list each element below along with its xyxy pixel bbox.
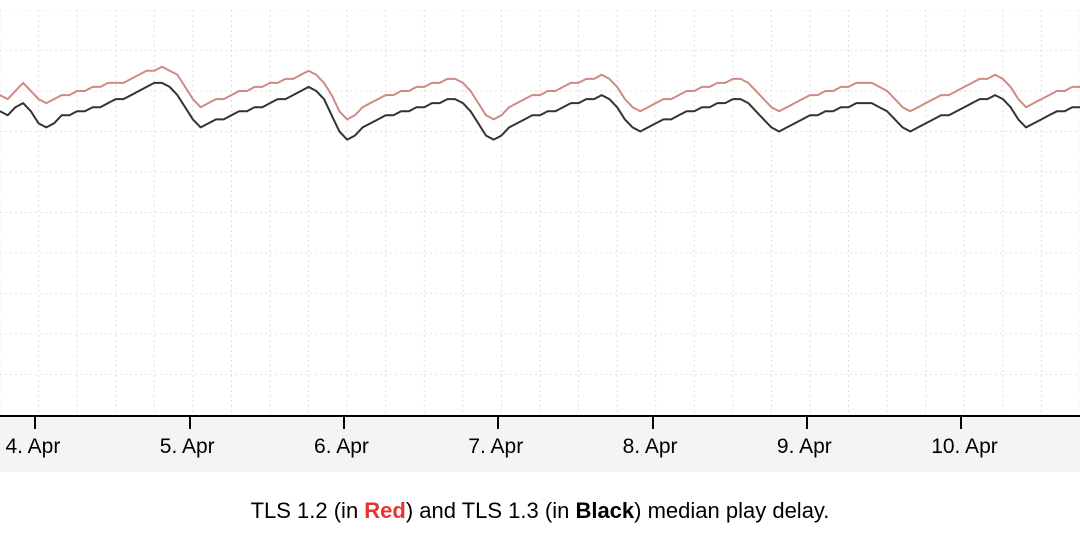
caption-text-2: ) and TLS 1.3 (in xyxy=(406,498,576,523)
x-tick xyxy=(652,415,654,429)
x-tick-label: 6. Apr xyxy=(314,435,369,459)
x-tick-label: 9. Apr xyxy=(777,435,832,459)
caption-text-1: TLS 1.2 (in xyxy=(251,498,365,523)
chart-container: 4. Apr 5. Apr 6. Apr 7. Apr 8. Apr 9. Apr 10. … xyxy=(0,0,1080,550)
x-axis-band: 4. Apr 5. Apr 6. Apr 7. Apr 8. Apr 9. Apr 10. … xyxy=(0,415,1080,472)
x-tick xyxy=(960,415,962,429)
x-tick-label: 7. Apr xyxy=(468,435,523,459)
x-tick-label: 10. Apr xyxy=(931,435,998,459)
x-tick-label: 5. Apr xyxy=(160,435,215,459)
x-tick xyxy=(189,415,191,429)
x-tick xyxy=(497,415,499,429)
chart-caption: TLS 1.2 (in Red) and TLS 1.3 (in Black) … xyxy=(0,498,1080,524)
x-tick xyxy=(806,415,808,429)
x-tick-label: 8. Apr xyxy=(623,435,678,459)
x-tick-label: 4. Apr xyxy=(5,435,60,459)
plot-svg xyxy=(0,10,1080,415)
x-tick xyxy=(34,415,36,429)
caption-red-word: Red xyxy=(364,498,406,523)
caption-black-word: Black xyxy=(575,498,634,523)
caption-text-3: ) median play delay. xyxy=(634,498,829,523)
plot-area xyxy=(0,10,1080,415)
x-tick xyxy=(343,415,345,429)
